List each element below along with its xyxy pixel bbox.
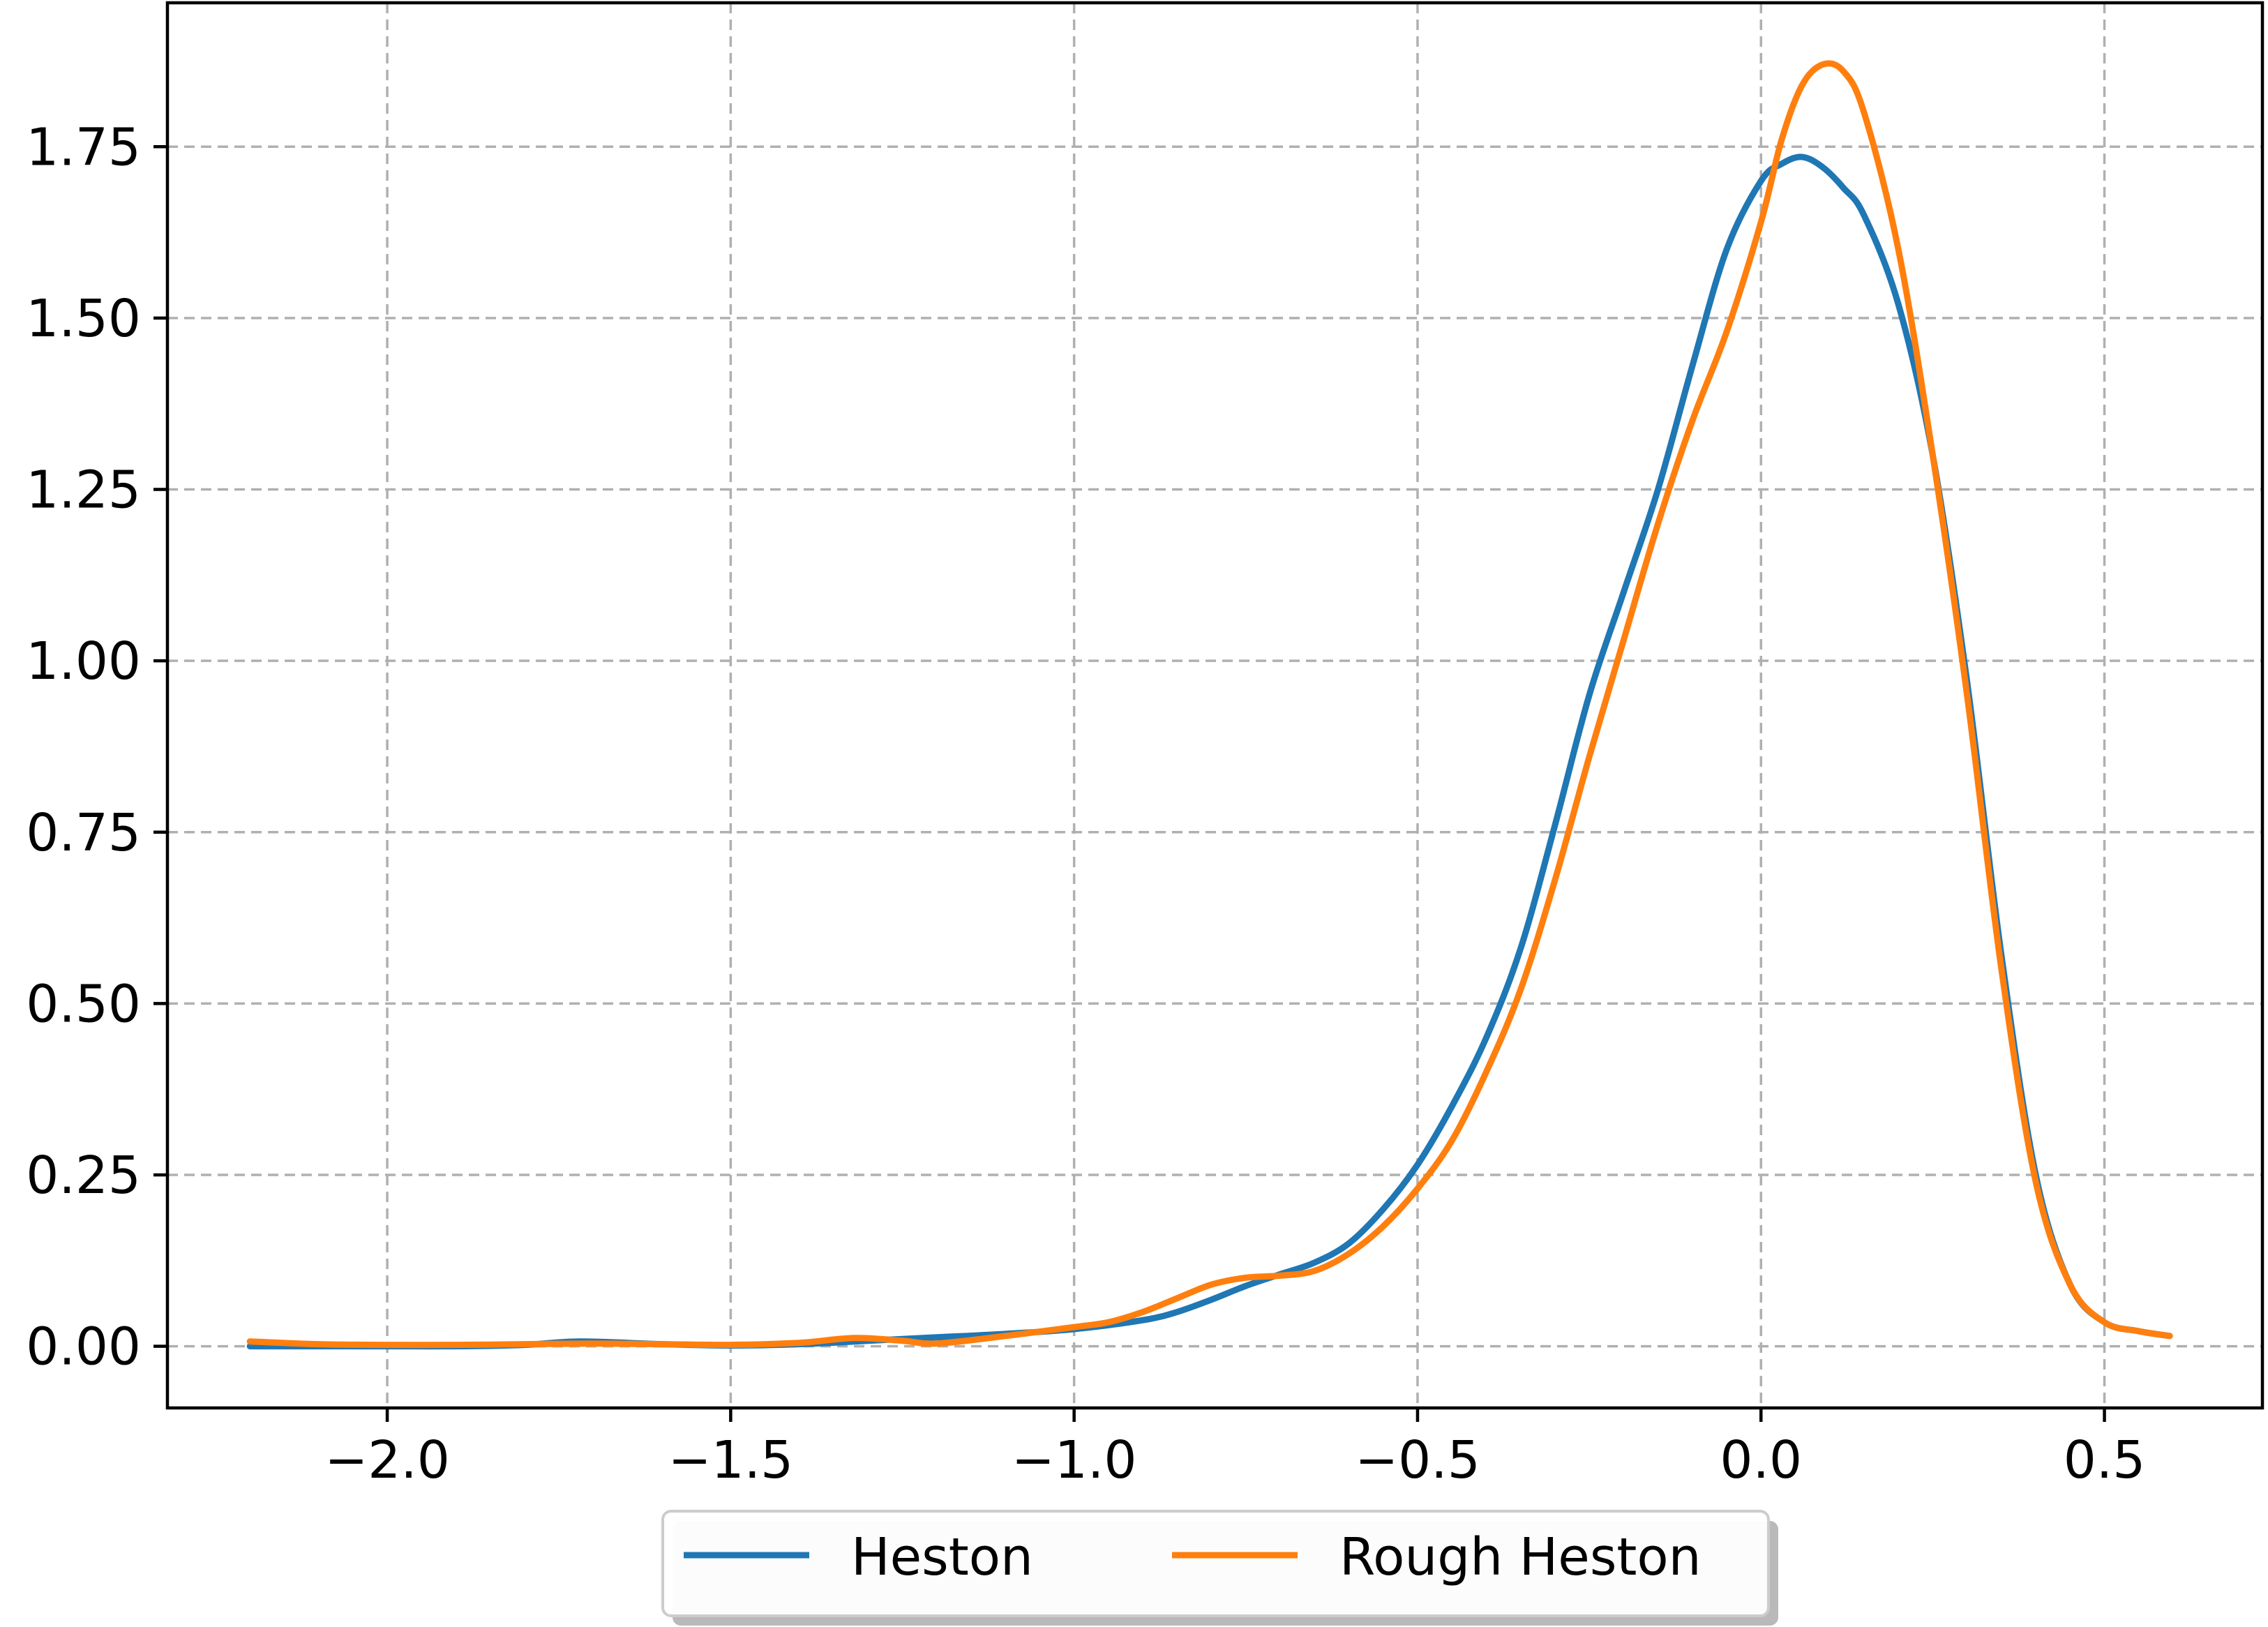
legend-label-rough-heston: Rough Heston (1339, 1527, 1702, 1587)
x-tick-label: −1.5 (668, 1430, 794, 1490)
legend: Heston Rough Heston (661, 1510, 1778, 1626)
y-tick-label: 0.75 (26, 803, 141, 863)
series-line-heston (246, 153, 2173, 1350)
axes-frame (165, 1, 2265, 1410)
y-tick-label: 0.50 (26, 974, 141, 1034)
y-tick-label: 0.00 (26, 1317, 141, 1377)
y-tick-label: 1.50 (26, 289, 141, 349)
x-tick-label: −0.5 (1355, 1430, 1480, 1490)
y-tick-label: 0.25 (26, 1146, 141, 1206)
x-tick-label: 0.5 (2064, 1430, 2146, 1490)
x-tick-label: −2.0 (324, 1430, 450, 1490)
y-tick-label: 1.25 (26, 460, 141, 520)
plot-series (246, 60, 2173, 1350)
series-line-rough-heston (246, 60, 2173, 1349)
y-tick-label: 1.75 (26, 117, 141, 177)
x-tick-label: 0.0 (1720, 1430, 1802, 1490)
legend-label-heston: Heston (851, 1527, 1033, 1587)
axis-ticks: −2.0 −1.5 −1.0 −0.5 0.0 0.5 0.00 0.25 0.50 0.75 1.… (26, 117, 2145, 1490)
legend-box (661, 1510, 1770, 1617)
y-tick-label: 1.00 (26, 631, 141, 691)
grid (167, 3, 2262, 1408)
x-tick-label: −1.0 (1012, 1430, 1137, 1490)
